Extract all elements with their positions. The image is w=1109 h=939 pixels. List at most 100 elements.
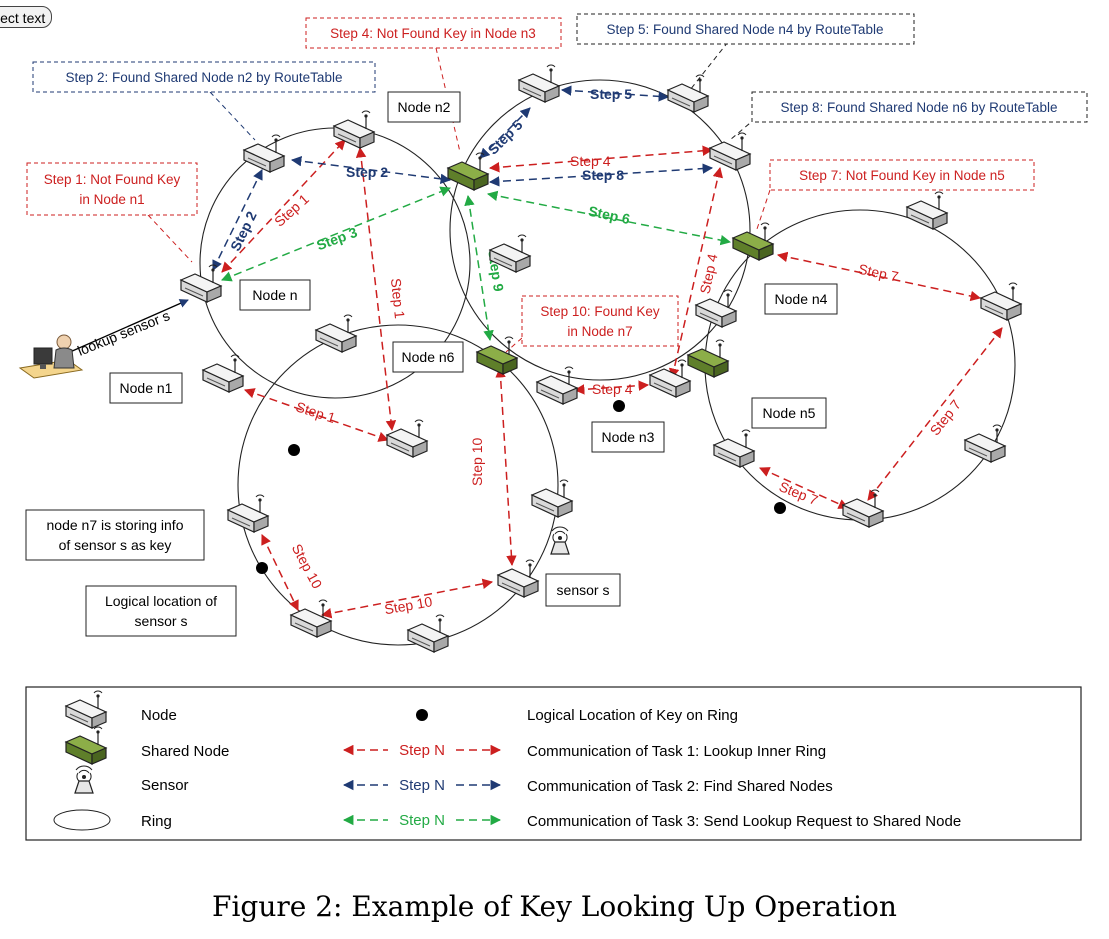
key-locations [256,400,786,574]
label-node-n1: Node n1 [109,372,183,404]
legend-key-dot [416,709,428,721]
legend: Node Shared Node Sensor Ring Logical Loc… [25,686,1082,841]
label-node-n6: Node n6 [392,341,464,373]
svg-text:Node n5: Node n5 [763,405,816,421]
arrow-step10 [320,578,494,619]
svg-text:sensor s: sensor s [557,582,610,598]
step-label: Step 5 [485,117,526,158]
svg-text:Step 2: Found Shared Node n2 b: Step 2: Found Shared Node n2 by RouteTab… [66,70,343,85]
step-label: Step 4 [592,381,633,397]
svg-text:Step 1: Not Found Key: Step 1: Not Found Key [44,172,181,187]
arrow-step5 [479,107,531,159]
label-node-n3: Node n3 [591,421,665,453]
svg-text:in Node n7: in Node n7 [567,324,632,339]
step-label: Step 2 [346,164,388,180]
arrow-step1 [355,146,397,432]
router-node [497,559,539,598]
step-label: Step 1 [271,191,312,230]
legend-task1-label: Communication of Task 1: Lookup Inner Ri… [527,743,826,760]
router-node [386,419,428,458]
svg-text:Step 10: Found Key: Step 10: Found Key [540,304,660,319]
step-label: Step 1 [294,398,338,426]
router-node [906,191,948,230]
router-node [667,74,709,113]
router-node [518,64,560,103]
key-dot [288,444,300,456]
arrow-step10 [261,534,299,611]
arrow-step9 [464,194,494,342]
svg-text:Node n: Node n [252,287,297,303]
router-node [180,264,222,303]
arrow-step4 [488,145,714,173]
router-node [980,282,1022,321]
arrow-step6 [486,190,732,246]
step-label: Step 3 [314,224,359,253]
key-dot [256,562,268,574]
svg-text:in Node n1: in Node n1 [79,192,144,207]
legend-key-location-label: Logical Location of Key on Ring [527,707,738,724]
step-label: Step 8 [582,167,624,183]
svg-text:node n7 is storing info: node n7 is storing info [47,517,184,533]
router-node [315,314,357,353]
router-node [536,366,578,405]
step-label: Step 10 [383,593,434,617]
callout-step2: Step 2: Found Shared Node n2 by RouteTab… [32,61,376,93]
router-node [649,359,691,398]
step-label: Step 7 [927,396,965,438]
svg-text:Node n3: Node n3 [602,429,655,445]
svg-text:Step 7: Not Found Key in Node: Step 7: Not Found Key in Node n5 [799,168,1005,183]
callout-step1: Step 1: Not Found Key in Node n1 [26,162,198,216]
svg-text:sensor s: sensor s [135,613,188,629]
step-label: Step 1 [388,277,408,319]
legend-ring-label: Ring [141,813,172,830]
legend-task3-label: Communication of Task 3: Send Lookup Req… [527,813,961,830]
key-dot [613,400,625,412]
router-node [713,429,755,468]
arrows [212,85,1003,619]
arrow-step5 [560,85,670,102]
svg-text:Logical location of: Logical location of [105,593,217,609]
svg-text:of sensor s as key: of sensor s as key [59,537,172,553]
legend-task3-step: Step N [399,812,445,829]
callout-leaders [147,41,771,353]
legend-node-label: Node [141,707,177,724]
callout-step8: Step 8: Found Shared Node n6 by RouteTab… [751,91,1088,123]
legend-task2-step: Step N [399,777,445,794]
router-node [964,424,1006,463]
label-node-n4: Node n4 [764,283,838,315]
svg-text:Step 4: Not Found Key in Node: Step 4: Not Found Key in Node n3 [330,26,536,41]
router-node [842,489,884,528]
arrow-step7 [759,467,849,509]
legend-shared-node-label: Shared Node [141,743,229,760]
sensor-icon [550,526,570,555]
shared-node-n6 [476,336,518,375]
ring-4 [237,324,559,646]
svg-text:Node n6: Node n6 [402,349,455,365]
key-dot [774,502,786,514]
arrow-step2 [290,155,452,185]
arrow-step7 [776,251,982,302]
step-label: Step 5 [590,86,632,102]
label-node-n5: Node n5 [751,397,827,429]
step-label: Step 7 [857,261,900,285]
user-workstation-icon [18,334,84,379]
router-node [695,289,737,328]
callout-step5: Step 5: Found Shared Node n4 by RouteTab… [576,13,915,45]
legend-frame [25,686,1082,841]
router-node [333,110,375,149]
router-node [227,494,269,533]
node-labels: Node n Node n1 Node n2 Node n3 Node n4 N… [25,91,838,637]
select-text-button[interactable]: lect text [0,6,53,28]
label-sensor-s: sensor s [545,573,621,607]
callout-step7: Step 7: Not Found Key in Node n5 [769,159,1035,191]
shared-node-extra [687,339,729,378]
shared-node-n4 [732,222,774,261]
lookup-label: lookup sensor s [75,307,172,359]
figure-caption: Figure 2: Example of Key Looking Up Oper… [212,890,897,923]
arrow-step7 [867,327,1003,501]
legend-ring-icon [53,809,111,831]
lookup-arrow [69,299,189,353]
step-label: Step 10 [469,438,485,486]
